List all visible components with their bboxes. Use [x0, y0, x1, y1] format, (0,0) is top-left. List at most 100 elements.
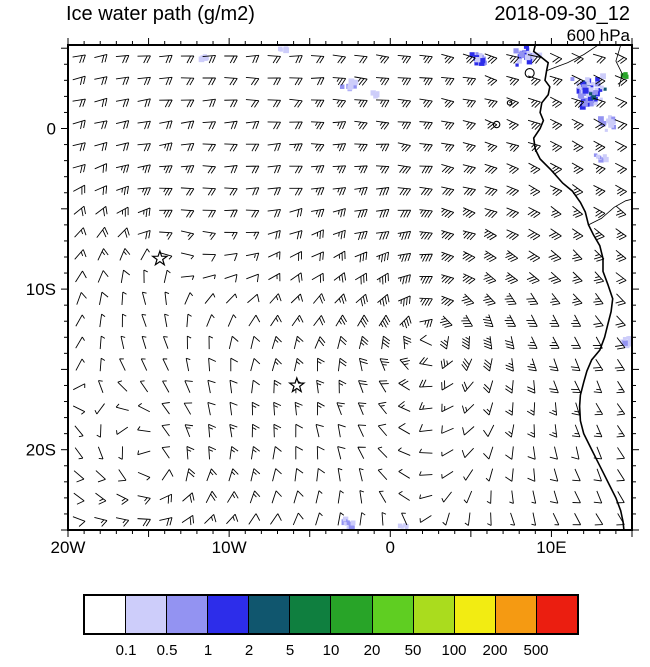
wind-barb	[504, 336, 515, 350]
iwp-cell	[627, 335, 631, 342]
wind-barb	[486, 490, 492, 504]
iwp-cell	[589, 92, 593, 96]
wind-barb	[310, 187, 325, 196]
wind-barb	[483, 446, 494, 460]
wind-barb	[614, 140, 628, 153]
wind-barb	[183, 402, 193, 415]
wind-barb	[527, 97, 541, 108]
iwp-cell	[404, 524, 409, 529]
iwp-cell	[350, 521, 355, 526]
wind-barb	[338, 379, 347, 394]
wind-barb	[272, 446, 282, 460]
wind-barb	[527, 358, 537, 372]
wind-barb	[504, 292, 517, 306]
wind-barb	[549, 314, 560, 327]
wind-barb	[398, 378, 410, 391]
wind-barb	[251, 401, 260, 416]
wind-barb	[506, 163, 519, 175]
wind-barb	[293, 335, 304, 350]
iwp-cell	[516, 58, 522, 64]
wind-barb	[461, 336, 470, 350]
wind-barb	[593, 271, 605, 284]
iwp-cell	[595, 81, 601, 87]
wind-barb	[483, 250, 497, 263]
wind-barb	[441, 449, 454, 457]
wind-barb	[184, 380, 193, 393]
wind-barb	[462, 207, 476, 219]
wind-barb	[162, 336, 169, 349]
wind-barb	[94, 53, 108, 64]
wind-barb	[250, 358, 261, 372]
wind-barb	[137, 76, 151, 86]
wind-barb	[593, 292, 604, 306]
wind-barb	[72, 54, 86, 64]
wind-barb	[224, 231, 238, 240]
iwp-cell	[606, 118, 610, 123]
wind-barb	[202, 143, 216, 152]
iwp-cell	[603, 156, 609, 163]
wind-barb	[75, 314, 85, 327]
wind-barb	[571, 446, 580, 460]
marker-layer	[150, 249, 306, 393]
wind-barb	[462, 230, 476, 241]
wind-barb	[137, 518, 151, 527]
wind-barb	[159, 493, 173, 504]
wind-barb	[186, 446, 195, 460]
wind-barb	[116, 493, 129, 505]
iwp-cell	[575, 82, 580, 86]
wind-barb	[267, 121, 281, 130]
wind-barb	[397, 77, 412, 86]
wind-barb	[186, 335, 192, 350]
wind-barb	[115, 403, 129, 411]
wind-barb	[354, 251, 368, 263]
wind-barb	[615, 162, 628, 175]
wind-barb	[289, 207, 303, 218]
wind-barb	[505, 358, 514, 372]
wind-barb	[267, 209, 281, 218]
iwp-cell	[579, 103, 586, 110]
iwp-cell	[589, 85, 594, 90]
wind-barb	[202, 77, 216, 86]
wind-barb	[73, 383, 86, 391]
river-line	[615, 46, 623, 87]
wind-barb	[332, 165, 347, 174]
wind-barb	[616, 425, 625, 438]
wind-barb	[315, 424, 324, 438]
wind-barb	[593, 163, 606, 175]
wind-barb	[441, 76, 455, 86]
wind-barb	[205, 490, 217, 504]
wind-barb	[245, 76, 260, 86]
wind-barb	[483, 402, 494, 416]
wind-barb	[270, 314, 282, 327]
iwp-cell	[582, 87, 589, 94]
wind-barb	[73, 492, 85, 505]
wind-barb	[484, 141, 498, 153]
wind-barb	[527, 380, 536, 394]
wind-barb	[506, 75, 520, 86]
wind-barb	[419, 54, 433, 64]
wind-barb	[441, 491, 452, 503]
wind-barb	[615, 249, 627, 262]
wind-barb	[267, 99, 281, 108]
wind-barb	[94, 163, 108, 173]
wind-barb	[76, 292, 87, 305]
wind-barb	[337, 357, 347, 372]
colorbar-label: 5	[285, 642, 295, 659]
wind-barb	[442, 512, 450, 526]
wind-barb	[161, 424, 170, 437]
iwp-cell	[513, 48, 519, 54]
wind-barb	[186, 313, 192, 328]
wind-barb	[397, 121, 412, 130]
coastline	[532, 46, 625, 529]
wind-barb	[397, 274, 411, 285]
wind-barb	[506, 229, 519, 241]
wind-barb	[97, 248, 109, 261]
wind-barb	[527, 336, 538, 349]
iwp-cell	[198, 56, 205, 63]
wind-barb	[115, 164, 130, 174]
wind-barb	[359, 490, 365, 504]
wind-barb	[246, 273, 259, 283]
iwp-cell	[525, 47, 530, 51]
iwp-cell	[348, 524, 355, 529]
x-axis-tick-label: 10W	[212, 538, 247, 557]
